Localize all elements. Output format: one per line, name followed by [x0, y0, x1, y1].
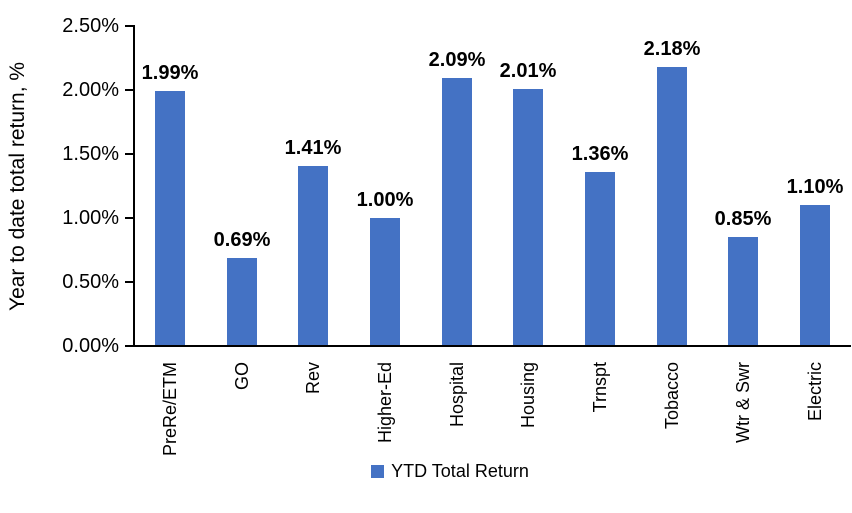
y-axis-tick-label: 1.50%	[62, 143, 119, 165]
bar-value-label: 1.10%	[786, 176, 844, 198]
bar-tobacco	[657, 67, 687, 345]
bar-value-label: 1.36%	[571, 143, 629, 165]
legend-label: YTD Total Return	[391, 460, 529, 481]
bar-value-label: 1.00%	[356, 189, 414, 211]
y-axis-title: Year to date total return, %	[6, 61, 29, 311]
x-axis-line	[133, 345, 851, 347]
bar-value-label: 2.01%	[499, 60, 557, 82]
bar-rev	[298, 166, 328, 345]
x-axis-category-label: Wtr & Swr	[733, 362, 753, 443]
y-axis-tick-mark	[125, 89, 134, 91]
x-axis-category-label: Trnspt	[590, 362, 610, 413]
bar-value-label: 2.18%	[643, 38, 701, 60]
y-axis-tick-label: 0.00%	[62, 335, 119, 357]
y-axis-tick-mark	[125, 153, 134, 155]
bar-prere-etm	[155, 91, 185, 345]
y-axis-tick-mark	[125, 25, 134, 27]
legend: YTD Total Return	[150, 458, 750, 484]
bar-hospital	[442, 78, 472, 345]
x-axis-category-label: Hospital	[447, 362, 467, 428]
bar-value-label: 0.69%	[213, 229, 271, 251]
x-axis-category-label: PreRe/ETM	[160, 362, 180, 457]
x-axis-category-label: Housing	[518, 362, 538, 429]
bar-wtr-swr	[728, 237, 758, 345]
y-axis-tick-label: 0.50%	[62, 271, 119, 293]
y-axis-line	[133, 25, 135, 347]
bar-electric	[800, 205, 830, 345]
bar-value-label: 1.41%	[284, 137, 342, 159]
legend-swatch-ytd-total-return	[371, 464, 385, 478]
y-axis-tick-mark	[125, 217, 134, 219]
bar-trnspt	[585, 172, 615, 345]
x-axis-category-label: GO	[232, 362, 252, 391]
bar-higher-ed	[370, 218, 400, 345]
bar-value-label: 2.09%	[428, 49, 486, 71]
bar-go	[227, 258, 257, 345]
y-axis-tick-label: 2.50%	[62, 15, 119, 37]
x-axis-category-label: Rev	[303, 362, 323, 395]
bar-housing	[513, 89, 543, 345]
y-axis-tick-label: 1.00%	[62, 207, 119, 229]
y-axis-tick-label: 2.00%	[62, 79, 119, 101]
x-axis-category-label: Electric	[805, 362, 825, 422]
bar-value-label: 0.85%	[714, 208, 772, 230]
bar-value-label: 1.99%	[141, 62, 199, 84]
y-axis-tick-mark	[125, 345, 134, 347]
x-axis-category-label: Tobacco	[662, 362, 682, 430]
x-axis-category-label: Higher-Ed	[375, 362, 395, 444]
y-axis-tick-mark	[125, 281, 134, 283]
